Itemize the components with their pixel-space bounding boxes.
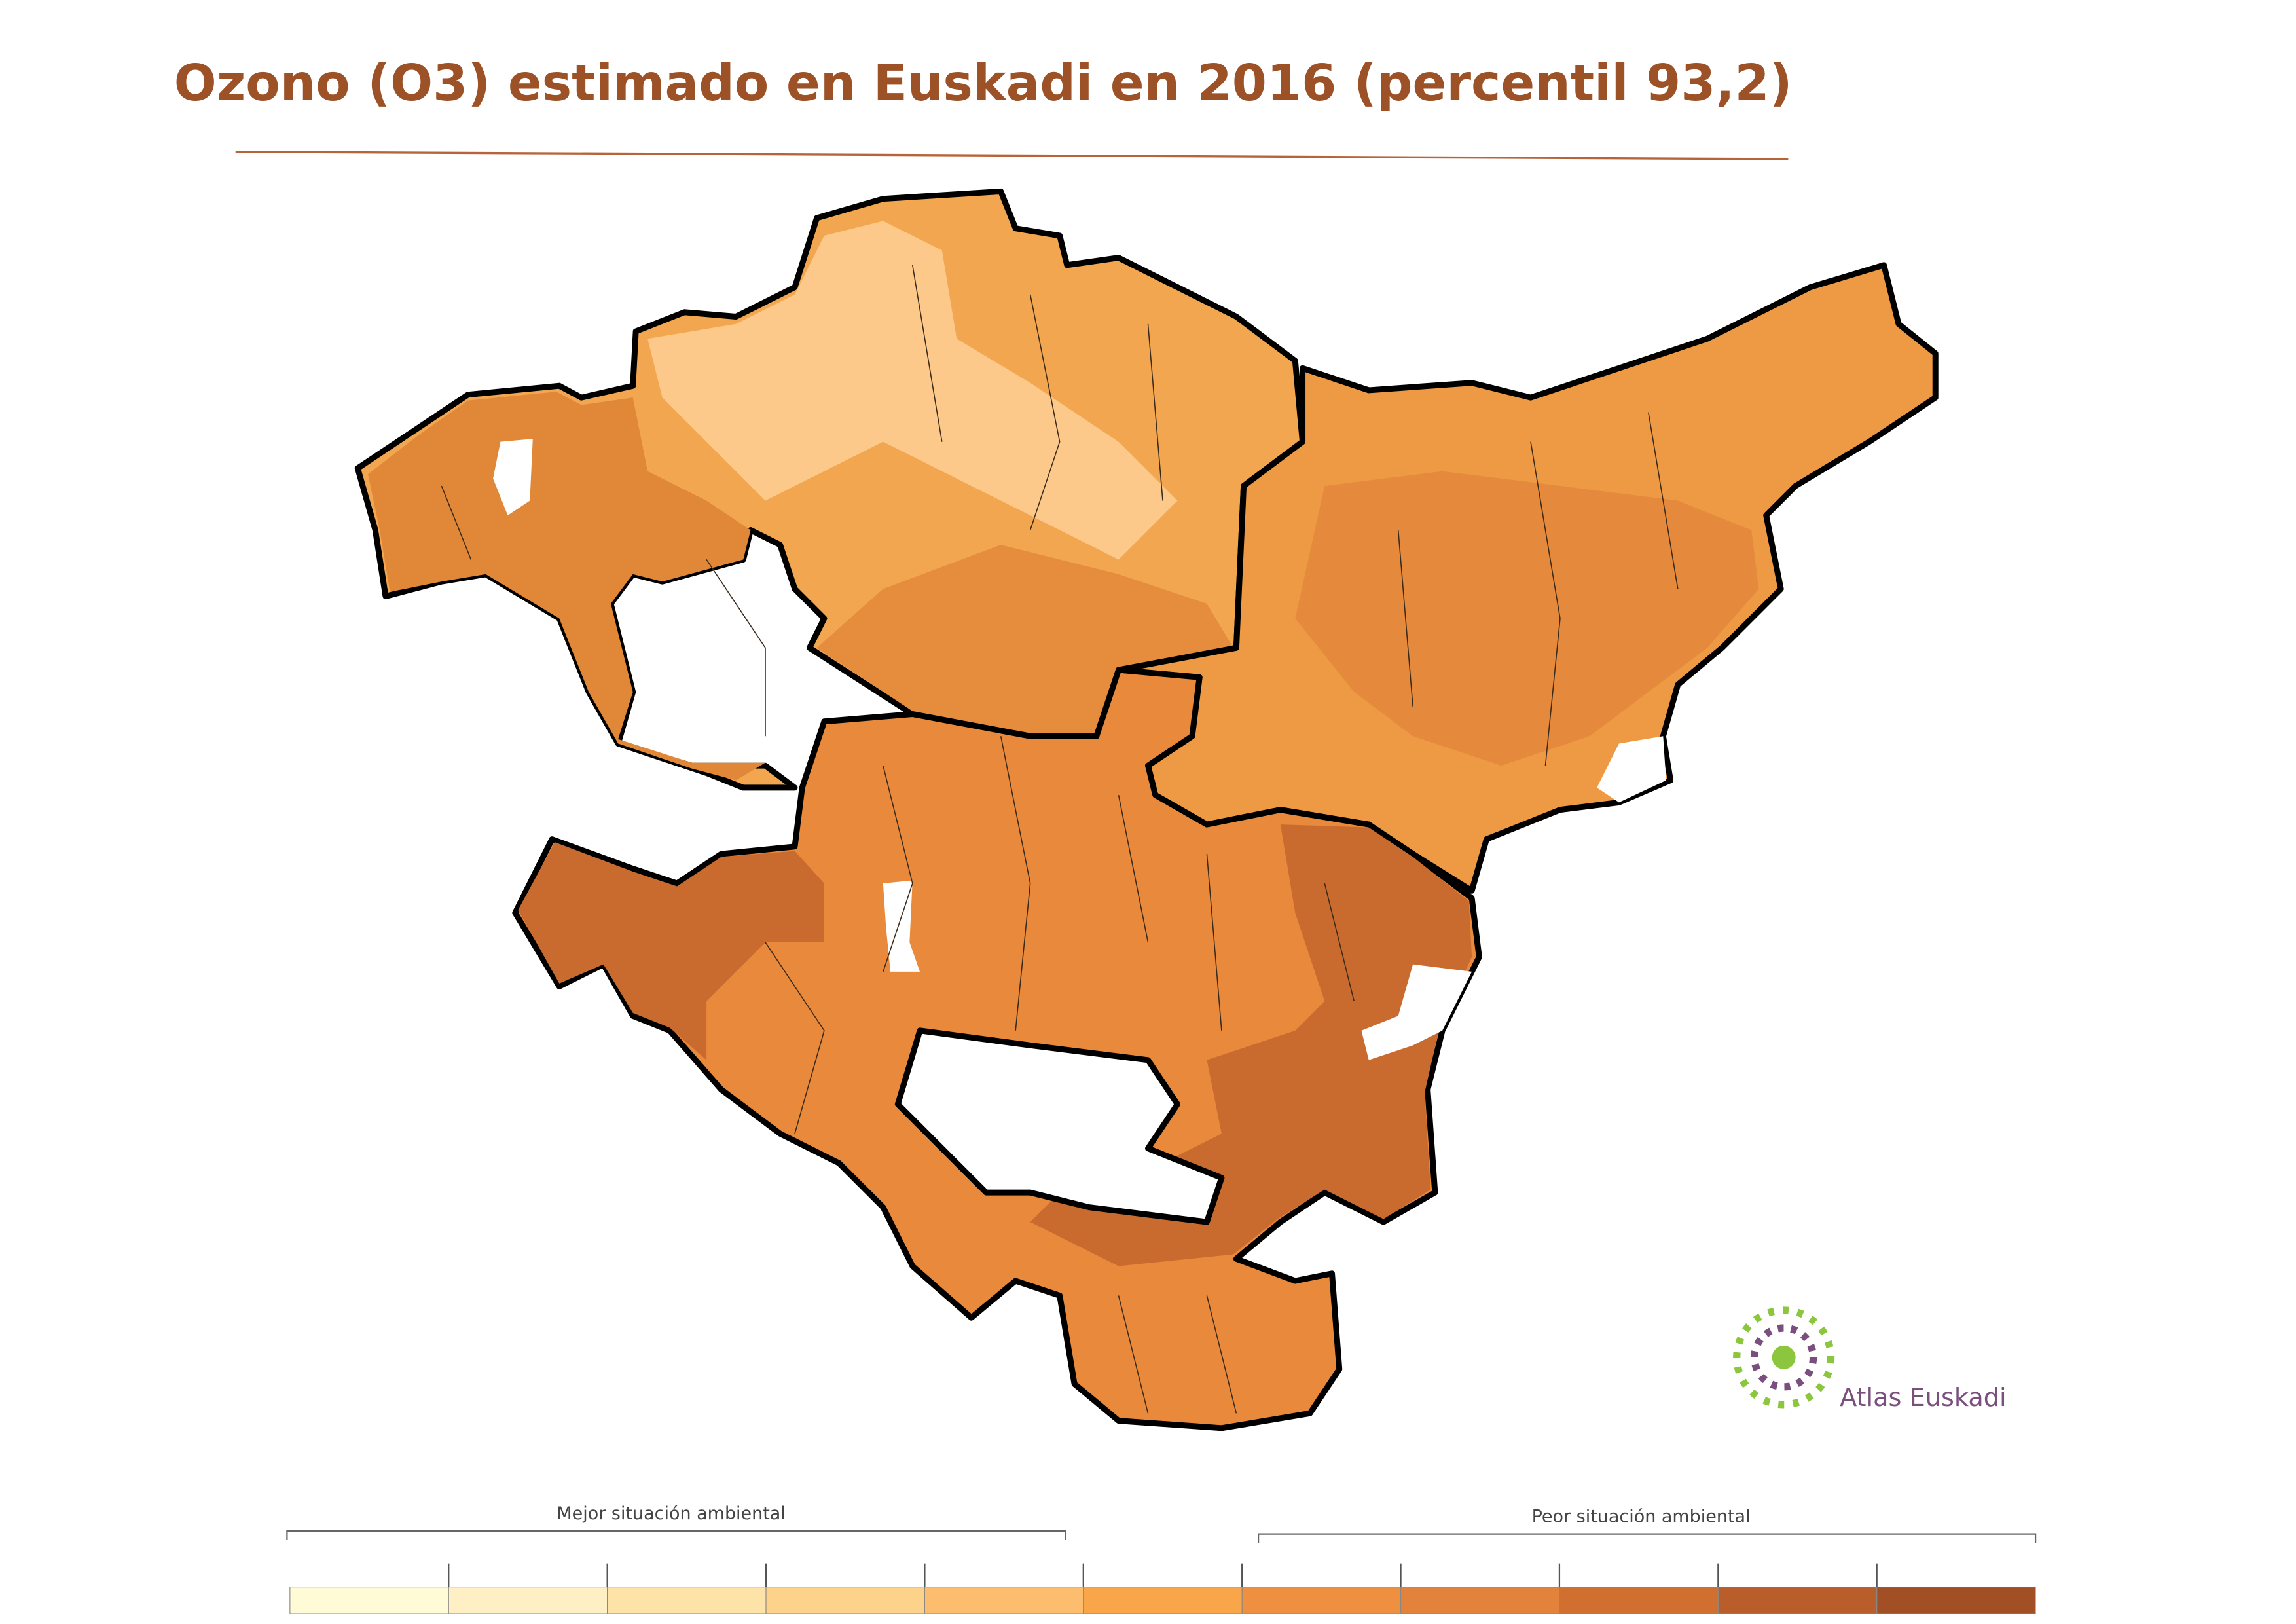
enclave xyxy=(493,439,533,516)
bizkaia-coast-light xyxy=(647,221,1178,560)
legend-swatch xyxy=(924,1587,1084,1614)
legend-swatch xyxy=(1241,1587,1402,1614)
title-rule xyxy=(235,151,1789,160)
bizkaia-south xyxy=(816,544,1233,733)
legend-swatch xyxy=(1717,1587,1878,1614)
legend-swatch xyxy=(607,1587,767,1614)
enclave xyxy=(883,880,920,972)
enclave xyxy=(1361,964,1472,1060)
gipuzkoa-inner xyxy=(1295,471,1759,766)
legend-left-label: Mejor situación ambiental xyxy=(556,1504,785,1524)
trevino-enclave xyxy=(894,1027,1225,1225)
legend-swatch xyxy=(1559,1587,1719,1614)
legend-swatch xyxy=(1876,1587,2036,1614)
map xyxy=(354,188,1939,1431)
logo: Atlas Euskadi xyxy=(1733,1306,2007,1412)
logo-text: Atlas Euskadi xyxy=(1840,1384,2007,1412)
logo-dots xyxy=(1751,1324,1817,1391)
legend-right-label: Peor situación ambiental xyxy=(1532,1507,1751,1527)
legend-swatch xyxy=(448,1587,608,1614)
bizkaia-west xyxy=(368,392,765,781)
logo-dots xyxy=(1733,1306,1835,1409)
enclave xyxy=(1597,736,1666,803)
legend-swatch xyxy=(1083,1587,1243,1614)
title: Ozono (O3) estimado en Euskadi en 2016 (… xyxy=(174,54,1793,113)
araba-east-dark xyxy=(1030,824,1472,1266)
logo-dots xyxy=(1772,1345,1796,1369)
legend: Mejor situación ambiental Peor situación… xyxy=(286,1504,2037,1614)
legend-bracket xyxy=(286,1530,1066,1540)
legend-bracket xyxy=(1257,1533,2037,1543)
araba-west-dark xyxy=(518,842,824,1060)
legend-swatch xyxy=(765,1587,925,1614)
legend-swatch xyxy=(1400,1587,1560,1614)
legend-swatch xyxy=(289,1587,449,1614)
municipal-borders xyxy=(441,265,1679,1414)
